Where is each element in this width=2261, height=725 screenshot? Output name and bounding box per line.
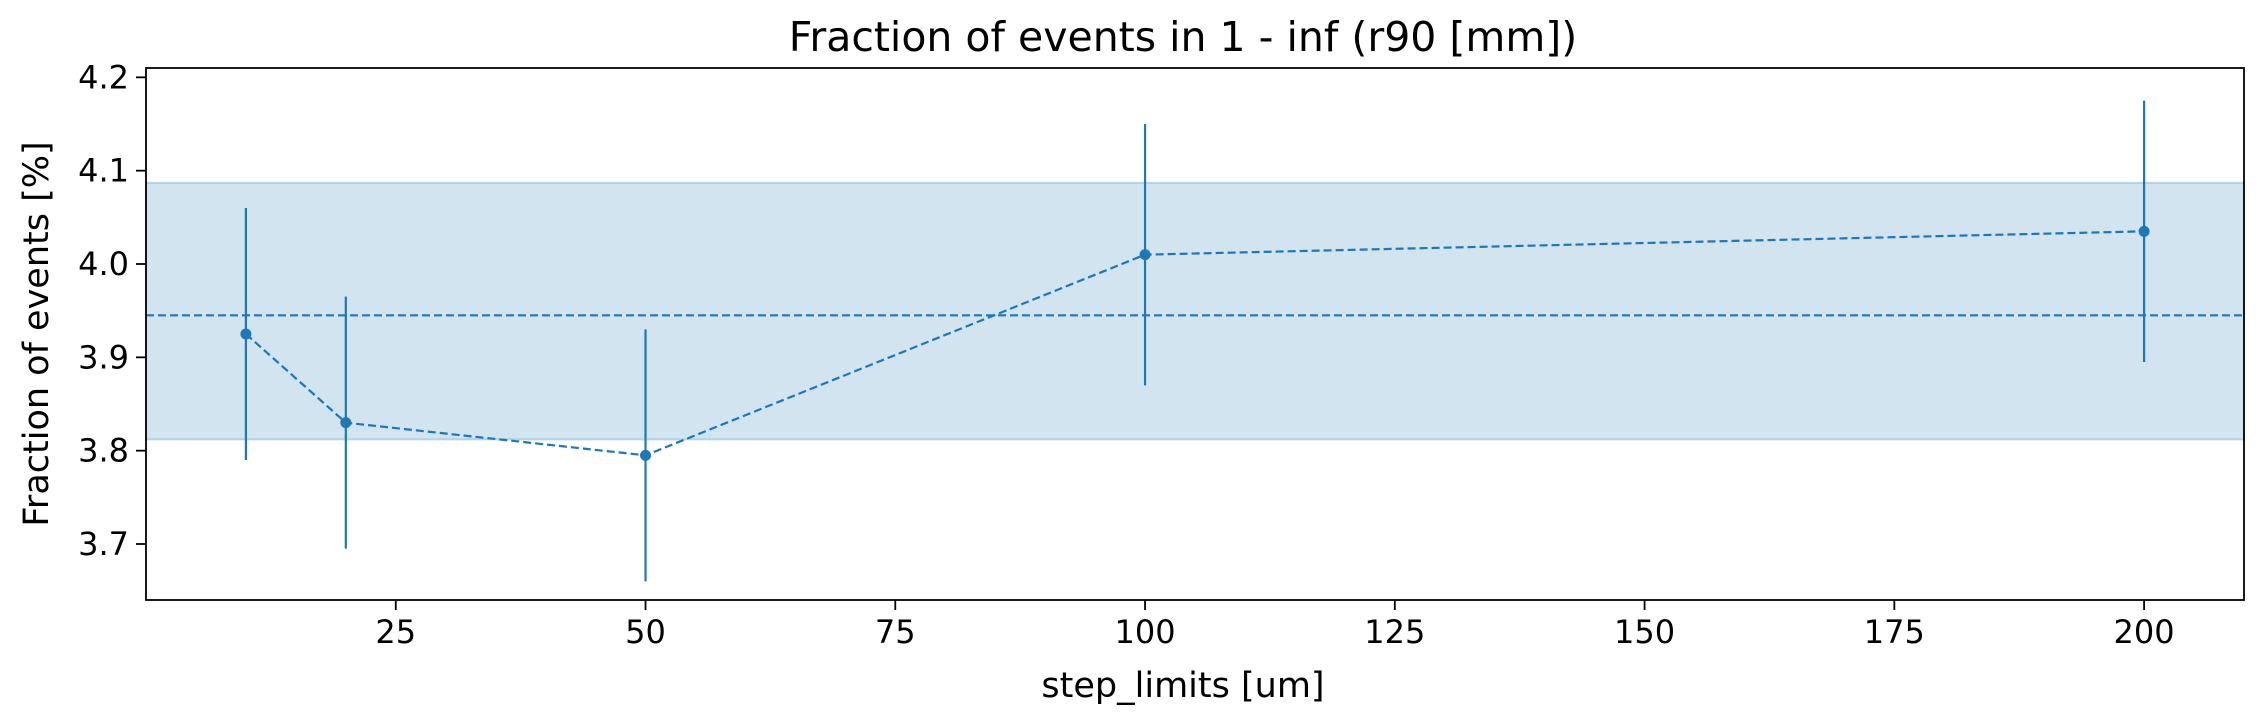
x-tick-label: 75	[875, 613, 916, 651]
y-tick-label: 4.2	[78, 58, 129, 96]
x-tick-label: 200	[2114, 613, 2175, 651]
plot-area	[145, 100, 2245, 582]
data-point	[340, 417, 352, 429]
chart-title: Fraction of events in 1 - inf (r90 [mm])	[789, 13, 1578, 61]
x-tick-label: 150	[1614, 613, 1675, 651]
uncertainty-band	[145, 181, 2245, 441]
axes: 25 50 75 100 125 150 175 200 3.7 3.8 3.9 4.0 4.1 4.2	[78, 58, 2245, 651]
data-point	[2138, 225, 2150, 237]
data-point	[240, 328, 252, 340]
y-tick-label: 3.9	[78, 338, 129, 376]
y-tick-label: 4.0	[78, 245, 129, 283]
data-point	[640, 449, 652, 461]
x-tick-label: 25	[375, 613, 416, 651]
x-tick-label: 50	[625, 613, 666, 651]
y-tick-label: 3.7	[78, 525, 129, 563]
plot-frame	[145, 67, 2245, 601]
y-tick-label: 4.1	[78, 152, 129, 190]
y-tick-label: 3.8	[78, 432, 129, 470]
data-point	[1139, 249, 1151, 261]
x-axis-label: step_limits [um]	[1041, 666, 1324, 706]
x-tick-label: 125	[1364, 613, 1425, 651]
x-tick-label: 175	[1864, 613, 1925, 651]
x-tick-label: 100	[1115, 613, 1176, 651]
y-axis-label: Fraction of events [%]	[17, 141, 57, 526]
